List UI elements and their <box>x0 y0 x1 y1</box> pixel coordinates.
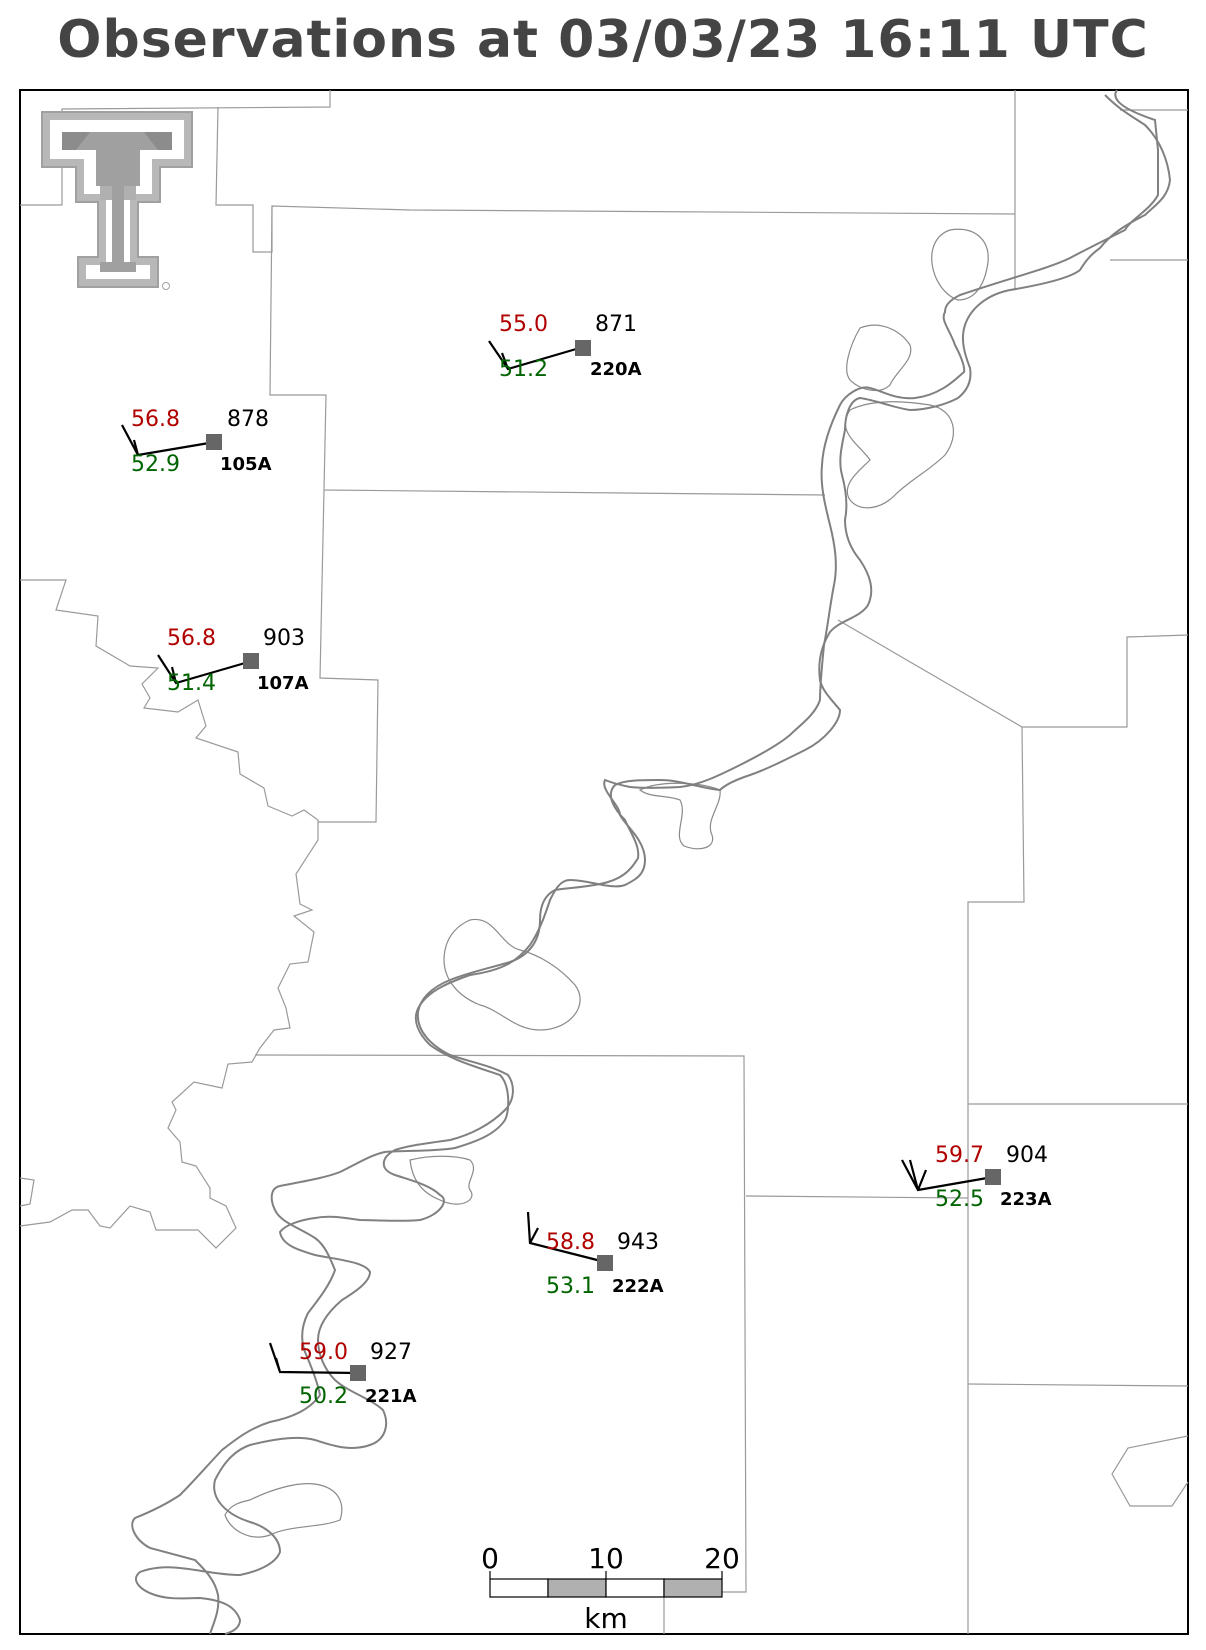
scale-label-20: 20 <box>704 1542 740 1575</box>
wind-barb <box>526 1211 606 1264</box>
station-plot-221A: 59.0 927 50.2 221A <box>268 1340 417 1409</box>
station-id-label: 105A <box>220 454 272 475</box>
scale-unit-label: km <box>584 1602 628 1635</box>
wind-barb <box>121 424 216 457</box>
temperature-label: 55.0 <box>499 312 548 337</box>
station-id-label: 220A <box>590 359 642 380</box>
wind-barb <box>157 654 253 685</box>
temperature-label: 56.8 <box>131 407 180 432</box>
station-id-label: 222A <box>612 1276 664 1297</box>
station-plot-223A: 59.7 904 52.5 223A <box>901 1143 1052 1212</box>
rivers <box>131 89 1172 1635</box>
scale-label-0: 0 <box>481 1542 499 1575</box>
county-boundaries <box>19 90 1189 1634</box>
station-plot-107A: 56.8 903 51.4 107A <box>157 626 309 696</box>
wind-barb <box>901 1159 994 1192</box>
station-marker <box>350 1365 366 1381</box>
station-id-label: 221A <box>365 1386 417 1407</box>
texas-tech-double-t-logo <box>41 111 193 290</box>
scale-bar: 0 10 20 km <box>481 1542 740 1635</box>
temperature-label: 59.0 <box>299 1340 348 1365</box>
pressure-label: 927 <box>370 1340 412 1365</box>
station-id-label: 107A <box>257 673 309 694</box>
temperature-label: 56.8 <box>167 626 216 651</box>
pressure-label: 871 <box>595 312 637 337</box>
wind-barb <box>268 1342 359 1375</box>
station-id-label: 223A <box>1000 1189 1052 1210</box>
pressure-label: 878 <box>227 407 269 432</box>
pressure-label: 903 <box>263 626 305 651</box>
station-marker <box>985 1169 1001 1185</box>
dewpoint-label: 51.2 <box>499 357 548 382</box>
station-plot-220A: 55.0 871 51.2 220A <box>488 312 642 382</box>
map-title: Observations at 03/03/23 16:11 UTC <box>57 10 1149 70</box>
pressure-label: 904 <box>1006 1143 1048 1168</box>
lakes <box>224 228 989 1538</box>
station-plot-222A: 58.8 943 53.1 222A <box>526 1211 664 1299</box>
map-frame <box>19 89 1189 1635</box>
station-marker <box>575 340 591 356</box>
station-marker <box>243 653 259 669</box>
station-marker <box>597 1255 613 1271</box>
pressure-label: 943 <box>617 1230 659 1255</box>
temperature-label: 58.8 <box>546 1230 595 1255</box>
station-plot-105A: 56.8 878 52.9 105A <box>121 407 272 477</box>
dewpoint-label: 52.9 <box>131 452 180 477</box>
dewpoint-label: 52.5 <box>935 1187 984 1212</box>
dewpoint-label: 50.2 <box>299 1384 348 1409</box>
wind-barb <box>488 340 584 371</box>
dewpoint-label: 51.4 <box>167 671 216 696</box>
scale-label-10: 10 <box>588 1542 624 1575</box>
station-marker <box>206 434 222 450</box>
dewpoint-label: 53.1 <box>546 1274 595 1299</box>
temperature-label: 59.7 <box>935 1143 984 1168</box>
